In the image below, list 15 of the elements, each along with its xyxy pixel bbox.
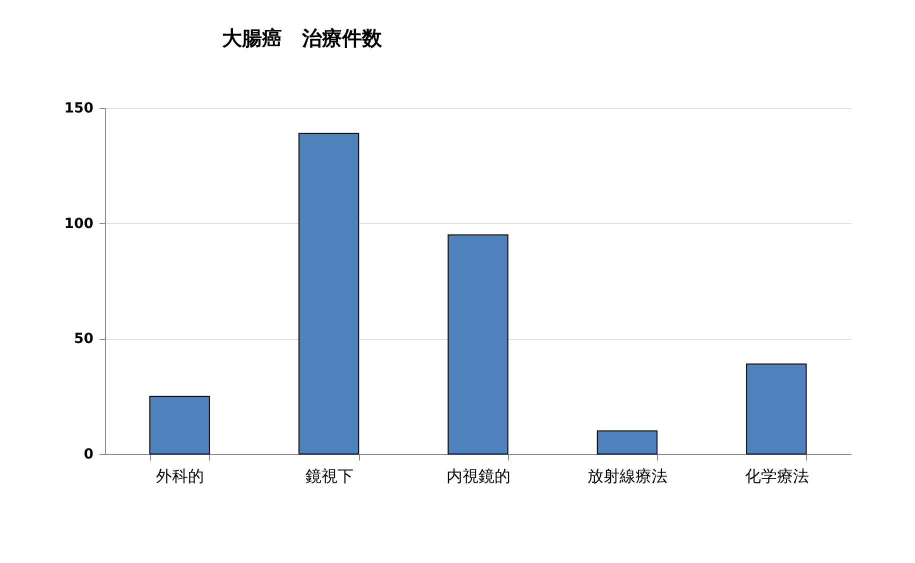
y-tick-label: 150: [64, 100, 94, 116]
x-tick-label: 外科的: [156, 466, 204, 486]
bar: [298, 132, 360, 454]
x-tick-label: 放射線療法: [588, 466, 668, 486]
x-tick-label: 化学療法: [744, 466, 809, 486]
x-tick-label: 内視鏡的: [446, 466, 510, 486]
bar: [596, 430, 658, 454]
x-tick-label: 鏡視下: [305, 466, 354, 486]
chart-title: 大腸癌 治療件数: [222, 26, 383, 50]
y-tick-label: 100: [64, 216, 94, 232]
bar: [448, 234, 508, 454]
bar: [149, 396, 210, 454]
y-tick-label: 50: [74, 331, 94, 348]
bar: [746, 364, 807, 454]
y-tick-label: 0: [84, 446, 94, 462]
